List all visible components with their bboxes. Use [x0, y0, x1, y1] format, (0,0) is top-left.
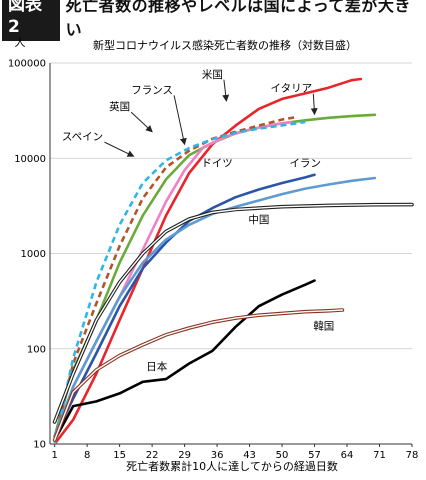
- series-label: 米国: [202, 68, 223, 81]
- x-tick-label: 1: [51, 450, 57, 461]
- x-tick-label: 15: [113, 450, 126, 461]
- y-tick-label: 100000: [8, 59, 46, 70]
- series-line-inner: [53, 309, 344, 441]
- series-label: 英国: [109, 100, 130, 113]
- x-tick-label: 57: [308, 450, 321, 461]
- series-line: [52, 308, 345, 442]
- annotation-arrow: [173, 95, 187, 146]
- x-tick-label: 71: [373, 450, 386, 461]
- y-tick-label: 1000: [21, 249, 46, 260]
- y-tick-label: 100: [27, 344, 46, 355]
- series-label: イタリア: [271, 83, 313, 95]
- series-line: [53, 120, 293, 442]
- grid-lines: [50, 62, 412, 445]
- x-tick-label: 64: [341, 450, 354, 461]
- y-tick-label: 10: [33, 440, 46, 451]
- annotation-arrow: [310, 93, 318, 116]
- series-line-inner: [53, 203, 413, 423]
- series-line: [52, 202, 414, 424]
- annotation-arrow: [222, 79, 230, 102]
- series-label: 中国: [248, 213, 269, 226]
- series-line: [53, 120, 306, 445]
- series-label: フランス: [131, 84, 173, 96]
- series-label: イラン: [290, 157, 322, 169]
- series-label: ドイツ: [201, 157, 233, 169]
- y-axis-unit-label: 人: [15, 36, 26, 49]
- series-line: [53, 115, 297, 441]
- x-tick-label: 43: [243, 450, 256, 461]
- series-group: [52, 77, 414, 446]
- x-axis-title: 死亡者数累計10人に達してからの経過日数: [126, 459, 338, 473]
- axes: 10 100 1000 10000 100000 1 8 15 22 29 36 43 50 57 64 71…: [8, 59, 419, 462]
- figure-header: 図表2 死亡者数の推移やレベルは国によって差が大きい: [0, 0, 426, 41]
- series-label: スペイン: [62, 131, 103, 143]
- annotation-arrow: [104, 141, 135, 157]
- x-tick-label: 29: [178, 450, 191, 461]
- chart-title: 新型コロナウイルス感染死亡者数の推移（対数目盛）: [93, 38, 357, 52]
- series-line: [53, 279, 316, 442]
- x-tick-label: 36: [211, 450, 224, 461]
- x-tick-label: 78: [406, 450, 419, 461]
- x-tick-label: 22: [146, 450, 159, 461]
- y-tick-label: 10000: [14, 154, 46, 165]
- series-label: 韓国: [313, 320, 334, 332]
- figure-headline: 死亡者数の推移やレベルは国によって差が大きい: [65, 0, 411, 39]
- series-label: 日本: [146, 360, 167, 373]
- x-tick-label: 50: [276, 450, 289, 461]
- series-line: [53, 173, 316, 438]
- annotation-arrow: [130, 111, 153, 133]
- figure-tag: 図表2: [2, 0, 60, 41]
- line-chart: 新型コロナウイルス感染死亡者数の推移（対数目盛） 人 死亡者数累計10人に達して…: [8, 36, 419, 473]
- x-tick-label: 8: [84, 450, 90, 461]
